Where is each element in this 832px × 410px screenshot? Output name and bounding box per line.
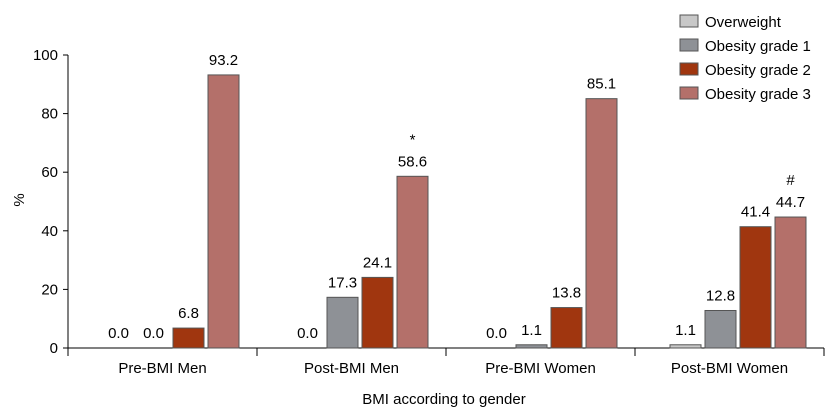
bar-value-label: 85.1 [587,76,616,93]
bar [515,344,548,349]
bar-value-label: 0.0 [297,325,318,342]
x-axis-title: BMI according to gender [362,391,525,408]
bar [774,216,807,349]
bar-value-label: 17.3 [328,274,357,291]
bar-value-label: 1.1 [521,322,542,339]
bar-value-label: 1.1 [675,322,696,339]
bar [550,307,583,349]
y-tick-label: 20 [41,281,58,298]
bar-value-label: 41.4 [741,204,770,221]
legend: Overweight Obesity grade 1 Obesity grade 2… [679,14,811,103]
bar [704,309,737,349]
bar-value-label: 13.8 [552,285,581,302]
bar-value-label: 24.1 [363,254,392,271]
bar [739,226,772,349]
bar-value-label: 6.8 [178,305,199,322]
y-tick-label: 0 [50,340,58,357]
y-axis-title: % [11,193,28,206]
bar [172,327,205,349]
bar-value-label: 44.7 [776,194,805,211]
y-axis: 0 20 40 60 80 100 [33,47,69,357]
bar-value-label: 0.0 [143,325,164,342]
legend-label: Overweight [705,14,782,31]
legend-swatch [679,38,699,52]
y-tick-label: 40 [41,223,58,240]
legend-swatch [679,62,699,76]
legend-label: Obesity grade 3 [705,86,811,103]
y-tick-label: 100 [33,47,58,64]
bar-value-label: 0.0 [108,325,129,342]
bar [326,296,359,349]
bar-value-label: 58.6 [398,153,427,170]
bar [669,344,702,349]
x-tick-label: Pre-BMI Men [118,360,206,377]
bar-value-label: 0.0 [486,325,507,342]
bar-value-label: 93.2 [209,52,238,69]
bar [585,98,618,349]
x-tick-label: Post-BMI Women [671,360,788,377]
x-tick-label: Pre-BMI Women [485,360,596,377]
legend-swatch [679,14,699,28]
bar-value-label: 12.8 [706,287,735,304]
legend-swatch [679,86,699,100]
significance-marker: * [410,131,416,148]
bars [172,74,807,349]
legend-label: Obesity grade 1 [705,38,811,55]
bar [207,74,240,349]
legend-label: Obesity grade 2 [705,62,811,79]
data-labels: 0.0 0.0 6.8 93.2 0.0 17.3 24.1 58.6 0.0 1.1 13.8 85… [108,52,805,342]
y-tick-label: 80 [41,106,58,123]
bar [396,175,429,349]
x-tick-label: Post-BMI Men [304,360,399,377]
significance-marker: # [786,172,795,189]
y-tick-label: 60 [41,164,58,181]
bar [361,276,394,349]
x-axis: Pre-BMI Men Post-BMI Men Pre-BMI Women Post… [67,347,825,377]
